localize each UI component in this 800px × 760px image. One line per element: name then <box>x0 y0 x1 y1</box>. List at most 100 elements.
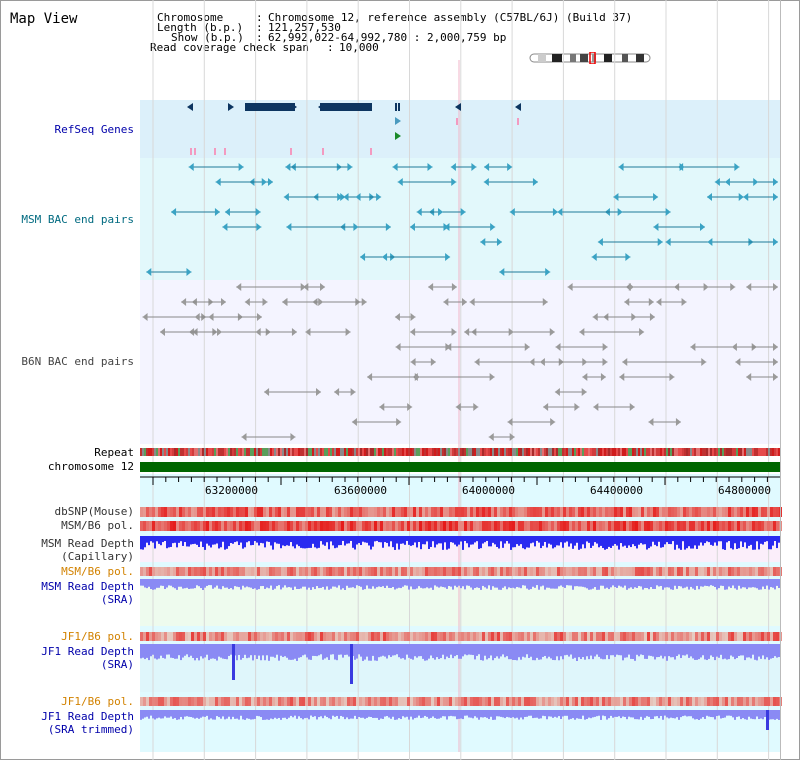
repeat-segment <box>666 448 668 456</box>
heat-cell <box>326 507 329 517</box>
dbsnp-track-label[interactable]: dbSNP(Mouse) <box>54 505 134 518</box>
bac-end-marker <box>409 223 415 231</box>
read-depth-bar <box>436 579 438 587</box>
read-depth-bar <box>150 579 152 590</box>
read-depth-bar <box>422 644 424 659</box>
read-depth-bar <box>176 644 178 659</box>
read-depth-bar <box>712 710 714 718</box>
repeat-segment <box>272 448 274 456</box>
read-depth-bar <box>168 536 170 548</box>
heat-cell <box>725 507 728 517</box>
heat-cell <box>509 521 512 531</box>
repeat-segment <box>432 448 434 456</box>
chromosome-track-label[interactable]: chromosome 12 <box>47 460 134 473</box>
heat-cell <box>383 632 386 641</box>
read-depth-bar <box>194 579 196 589</box>
read-depth-bar <box>250 579 252 588</box>
bac-end-marker <box>619 373 625 381</box>
read-depth-bar <box>724 710 726 718</box>
msm-bac-track-label[interactable]: MSM BAC end pairs <box>21 213 134 226</box>
jf1-pol2-track-label[interactable]: JF1/B6 pol. <box>61 695 134 708</box>
heat-cell <box>692 697 695 706</box>
read-depth-bar <box>732 536 734 550</box>
heat-cell <box>407 521 410 531</box>
heat-cell <box>515 507 518 517</box>
chromosome-ideogram[interactable] <box>528 52 652 64</box>
msm-depth-sra-label[interactable]: MSM Read Depth <box>41 580 134 593</box>
read-depth-bar <box>446 710 448 720</box>
heat-cell <box>170 632 173 641</box>
bac-end-marker <box>445 343 451 351</box>
read-depth-bar <box>328 579 330 590</box>
heat-cell <box>314 567 317 576</box>
refseq-gene-arrow <box>515 103 521 111</box>
heat-cell <box>629 521 632 531</box>
bac-end-marker <box>746 373 752 381</box>
read-depth-bar <box>332 710 334 716</box>
heat-cell <box>143 567 146 576</box>
heat-cell <box>644 697 647 706</box>
heat-cell <box>674 507 677 517</box>
read-depth-bar <box>228 710 230 717</box>
bac-end-marker <box>241 433 247 441</box>
read-depth-bar <box>212 536 214 545</box>
heat-cell <box>191 507 194 517</box>
read-depth-bar <box>376 579 378 588</box>
read-depth-bar <box>546 579 548 588</box>
heat-cell <box>665 632 668 641</box>
read-depth-bar <box>186 644 188 655</box>
read-depth-bar <box>674 536 676 550</box>
read-depth-bar <box>608 710 610 719</box>
read-depth-bar <box>654 579 656 589</box>
read-depth-bar <box>456 710 458 720</box>
heat-cell <box>500 567 503 576</box>
jf1-pol-track-label[interactable]: JF1/B6 pol. <box>61 630 134 643</box>
read-depth-bar <box>360 579 362 587</box>
read-depth-bar <box>344 644 346 655</box>
read-depth-bar <box>676 579 678 589</box>
read-depth-bar <box>382 579 384 587</box>
heat-cell <box>614 567 617 576</box>
msm-depth-capillary-label[interactable]: MSM Read Depth <box>41 537 134 550</box>
read-depth-bar <box>694 710 696 720</box>
read-depth-bar <box>450 579 452 587</box>
read-depth-bar <box>314 710 316 717</box>
repeat-track-label[interactable]: Repeat <box>94 446 134 459</box>
heat-cell <box>170 521 173 531</box>
read-depth-bar <box>708 536 710 543</box>
heat-cell <box>158 507 161 517</box>
bac-end-marker <box>351 418 357 426</box>
heat-cell <box>734 521 737 531</box>
repeat-segment <box>542 448 544 456</box>
read-depth-bar <box>266 536 268 542</box>
read-depth-bar <box>388 536 390 547</box>
read-depth-bar <box>264 579 266 589</box>
read-depth-bar <box>410 710 412 717</box>
read-depth-bar <box>310 536 312 548</box>
read-depth-bar <box>592 536 594 546</box>
heat-cell <box>464 567 467 576</box>
msm-pol2-track-label[interactable]: MSM/B6 pol. <box>61 565 134 578</box>
read-depth-bar <box>342 644 344 658</box>
read-depth-bar <box>164 644 166 659</box>
msm-pol-track-label[interactable]: MSM/B6 pol. <box>61 519 134 532</box>
read-depth-bar <box>544 710 546 717</box>
read-depth-bar <box>292 710 294 718</box>
refseq-track-label[interactable]: RefSeq Genes <box>54 123 134 136</box>
heat-cell <box>557 567 560 576</box>
heat-cell <box>335 697 338 706</box>
read-depth-bar <box>724 536 726 550</box>
read-depth-bar <box>434 644 436 660</box>
read-depth-bar <box>398 644 400 658</box>
jf1-depth-label[interactable]: JF1 Read Depth <box>41 645 134 658</box>
heat-cell <box>278 521 281 531</box>
b6n-bac-track-label[interactable]: B6N BAC end pairs <box>21 355 134 368</box>
heat-cell <box>422 697 425 706</box>
read-depth-bar <box>434 536 436 548</box>
repeat-segment <box>304 448 306 456</box>
read-depth-bar <box>736 710 738 717</box>
heat-cell <box>683 507 686 517</box>
jf1-trimmed-depth-label[interactable]: JF1 Read Depth <box>41 710 134 723</box>
read-depth-bar <box>682 579 684 589</box>
